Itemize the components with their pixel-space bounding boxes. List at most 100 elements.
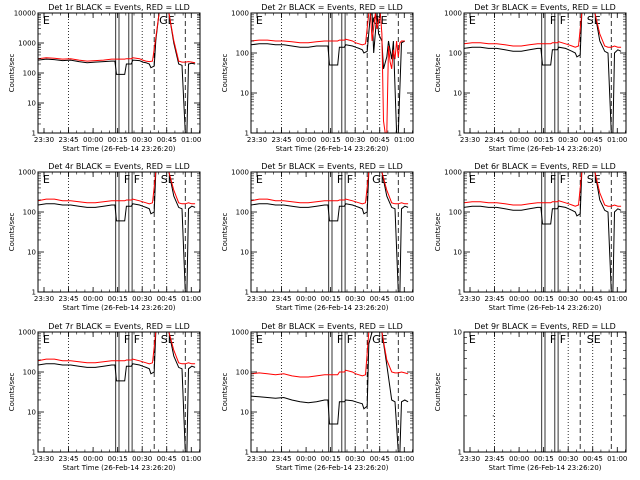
det-panel-9: Det 9r BLACK = Events, RED = LLD E F F SE 1 10… — [434, 322, 627, 472]
axes-frame — [37, 171, 201, 293]
plot-area — [251, 172, 409, 292]
attenuator-flag: F — [560, 173, 566, 186]
x-tick-label: 00:45 — [157, 455, 177, 463]
y-tick-label: 1 — [32, 289, 36, 297]
y-tick-label: 10 — [453, 90, 462, 98]
attenuator-flag: F — [347, 173, 353, 186]
x-tick-label: 00:00 — [296, 455, 316, 463]
x-tick-label: 23:45 — [484, 295, 504, 303]
y-tick-label: 1 — [458, 289, 462, 297]
x-tick-label: 00:00 — [296, 136, 316, 144]
y-tick-label: 10000 — [14, 10, 36, 18]
attenuator-flag: E — [469, 333, 476, 346]
det-panel-6: Det 6r BLACK = Events, RED = LLD E F F SE 1 10… — [434, 162, 627, 312]
y-tick-label: 1 — [245, 449, 249, 457]
x-tick-label: 00:45 — [583, 136, 603, 144]
x-tick-label: 01:00 — [394, 455, 414, 463]
x-tick-label: 23:30 — [460, 455, 480, 463]
panel-title: Det 5r BLACK = Events, RED = LLD — [261, 162, 403, 171]
attenuator-flag: F — [550, 173, 556, 186]
plot-area — [464, 172, 622, 292]
attenuator-flag: E — [469, 14, 476, 27]
x-tick-label: 23:30 — [247, 295, 267, 303]
x-tick-label: 23:30 — [460, 136, 480, 144]
x-tick-label: 01:00 — [607, 136, 627, 144]
x-tick-label: 00:00 — [83, 136, 103, 144]
events-series-line — [464, 13, 622, 133]
x-tick-label: 23:30 — [34, 295, 54, 303]
x-tick-label: 23:30 — [247, 455, 267, 463]
lld-series-line — [38, 332, 196, 365]
lld-series-line — [251, 172, 409, 205]
axes-frame — [463, 331, 627, 453]
x-tick-label: 00:15 — [321, 295, 341, 303]
y-axis-label: Counts/sec — [434, 213, 442, 252]
axes-frame — [250, 331, 414, 453]
lld-series-line — [464, 13, 622, 48]
x-tick-label: 00:00 — [83, 455, 103, 463]
attenuator-flag: E — [469, 173, 476, 186]
x-axis-label: Start Time (26-Feb-14 23:26:20) — [488, 145, 601, 153]
x-tick-label: 00:30 — [558, 455, 578, 463]
y-tick-label: 1 — [458, 130, 462, 138]
plot-area — [251, 13, 406, 133]
x-tick-label: 23:45 — [271, 295, 291, 303]
attenuator-flag: F — [134, 333, 140, 346]
lld-series-line — [38, 172, 196, 205]
attenuator-flag: E — [43, 333, 50, 346]
x-tick-label: 23:45 — [58, 295, 78, 303]
y-axis-label: Counts/sec — [434, 54, 442, 93]
det-panel-3: Det 3r BLACK = Events, RED = LLD E F F SE 1 10… — [434, 3, 627, 153]
x-tick-label: 00:45 — [370, 455, 390, 463]
y-tick-label: 1 — [32, 449, 36, 457]
plot-area — [38, 13, 196, 133]
x-tick-label: 00:00 — [509, 455, 529, 463]
x-tick-label: 23:45 — [484, 455, 504, 463]
plot-area — [464, 13, 622, 133]
x-tick-label: 23:45 — [484, 136, 504, 144]
x-axis-label: Start Time (26-Feb-14 23:26:20) — [488, 464, 601, 472]
x-tick-label: 00:30 — [132, 455, 152, 463]
panel-title: Det 7r BLACK = Events, RED = LLD — [48, 322, 190, 331]
events-series-line — [251, 332, 409, 452]
panel-title: Det 9r BLACK = Events, RED = LLD — [474, 322, 616, 331]
y-tick-label: 1 — [32, 130, 36, 138]
x-tick-label: 23:30 — [34, 455, 54, 463]
y-tick-label: 1000 — [231, 10, 249, 18]
y-tick-label: 100 — [236, 50, 249, 58]
x-tick-label: 00:15 — [534, 455, 554, 463]
x-tick-label: 00:45 — [157, 136, 177, 144]
attenuator-flag: F — [337, 333, 343, 346]
x-axis-label: Start Time (26-Feb-14 23:26:20) — [62, 145, 175, 153]
attenuator-flag: E — [256, 14, 263, 27]
x-tick-label: 00:30 — [132, 136, 152, 144]
x-tick-label: 00:30 — [345, 295, 365, 303]
attenuator-flag: F — [550, 333, 556, 346]
x-tick-label: 00:45 — [370, 295, 390, 303]
x-axis-label: Start Time (26-Feb-14 23:26:20) — [275, 304, 388, 312]
y-tick-label: 10 — [27, 249, 36, 257]
attenuator-flag: F — [560, 14, 566, 27]
events-series-line — [38, 13, 196, 133]
x-tick-label: 00:15 — [321, 136, 341, 144]
y-tick-label: 1000 — [444, 169, 462, 177]
x-axis-label: Start Time (26-Feb-14 23:26:20) — [62, 464, 175, 472]
x-tick-label: 01:00 — [181, 136, 201, 144]
x-tick-label: 23:30 — [34, 136, 54, 144]
x-tick-label: 00:00 — [83, 295, 103, 303]
y-axis-label: Counts/sec — [221, 54, 229, 93]
x-tick-label: 00:15 — [534, 295, 554, 303]
x-tick-label: 01:00 — [394, 136, 414, 144]
attenuator-flag: F — [560, 333, 566, 346]
x-tick-label: 00:30 — [345, 455, 365, 463]
x-tick-label: 00:45 — [583, 455, 603, 463]
x-tick-label: 00:15 — [534, 136, 554, 144]
panel-title: Det 8r BLACK = Events, RED = LLD — [261, 322, 403, 331]
lld-series-line — [251, 13, 405, 133]
